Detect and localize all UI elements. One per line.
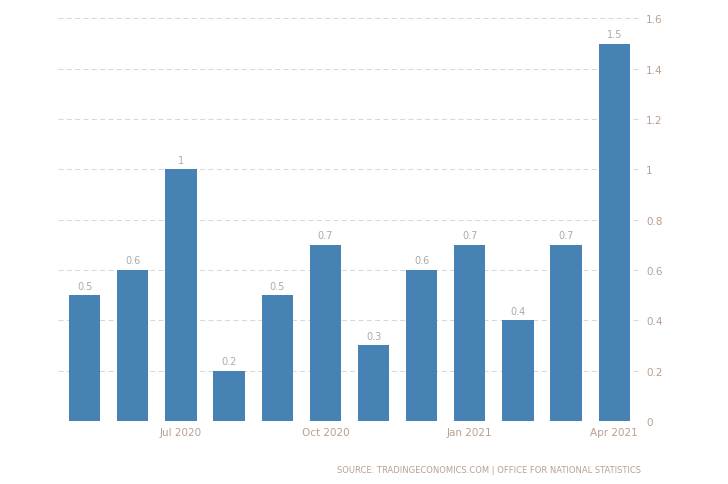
Bar: [406, 271, 438, 421]
Bar: [502, 320, 534, 421]
Text: 0.7: 0.7: [462, 231, 478, 241]
Bar: [165, 170, 197, 421]
Bar: [213, 371, 245, 421]
Bar: [117, 271, 149, 421]
Text: 0.7: 0.7: [317, 231, 333, 241]
Bar: [309, 245, 341, 421]
Bar: [358, 346, 389, 421]
Bar: [550, 245, 582, 421]
Bar: [454, 245, 486, 421]
Bar: [261, 296, 293, 421]
Bar: [598, 45, 630, 421]
Text: 1: 1: [178, 155, 184, 166]
Text: 0.7: 0.7: [558, 231, 574, 241]
Text: 0.6: 0.6: [125, 256, 141, 266]
Text: 0.6: 0.6: [414, 256, 430, 266]
Text: SOURCE: TRADINGECONOMICS.COM | OFFICE FOR NATIONAL STATISTICS: SOURCE: TRADINGECONOMICS.COM | OFFICE FO…: [336, 465, 641, 474]
Bar: [69, 296, 100, 421]
Text: 0.5: 0.5: [77, 281, 92, 291]
Text: 1.5: 1.5: [606, 30, 622, 40]
Text: 0.5: 0.5: [269, 281, 285, 291]
Text: 0.3: 0.3: [366, 331, 381, 341]
Text: 0.2: 0.2: [221, 356, 237, 366]
Text: 0.4: 0.4: [510, 306, 526, 316]
